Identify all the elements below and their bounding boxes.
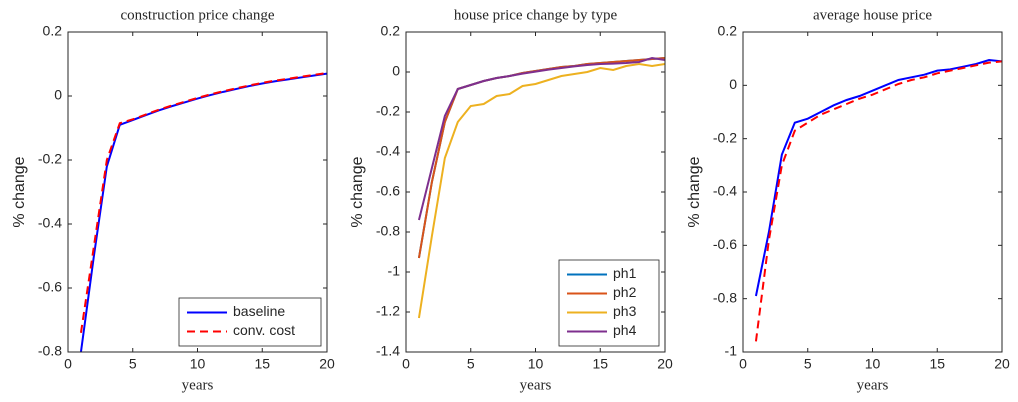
panel: 0 5 10 15 20 -1 -0.8 -0.6 -0.4 -0.2 0 0.2 average ho… [686,7,1010,393]
y-tick-label: -0.2 [376,103,400,119]
x-tick-label: 5 [129,356,137,372]
y-axis-label: % change [349,156,366,227]
y-tick-label: -0.4 [713,183,737,199]
x-tick-label: 10 [528,356,544,372]
lines [417,56,665,319]
y-tick-label: 0.2 [718,23,738,39]
y-axis-label: % change [686,156,703,227]
chart-title: house price change by type [454,7,618,23]
x-tick-label: 15 [592,356,608,372]
y-tick-label: 0 [729,76,737,92]
axes-box [405,31,666,353]
y-tick-label: -1 [725,343,738,359]
legend-label: baseline [233,303,285,319]
y-tick-label: 0.2 [43,23,63,39]
y-tick-label: -1 [388,263,401,279]
x-tick-label: 0 [64,356,72,372]
lines [79,71,327,352]
y-tick-label: -1.2 [376,303,400,319]
panel: 0 5 10 15 20 -1.4 -1.2 -1 -0.8 -0.6 -0.4 -0.2 0 0.2 ho… [349,7,673,393]
y-tick-label: 0 [54,87,62,103]
x-tick-label: 20 [657,356,673,372]
y-tick-label: -0.2 [38,151,62,167]
legend-label: ph4 [613,322,637,338]
x-tick-label: 5 [804,356,812,372]
x-axis-label: years [857,377,889,393]
legend-label: ph1 [613,265,637,281]
panel: 0 5 10 15 20 -0.8 -0.6 -0.4 -0.2 0 0.2 construction… [11,7,335,393]
series-line [417,56,665,221]
x-axis-label: years [182,377,214,393]
x-tick-label: 15 [929,356,945,372]
y-tick-label: -0.4 [38,215,62,231]
x-tick-label: 15 [254,356,270,372]
y-tick-label: -0.8 [38,343,62,359]
chart-title: construction price change [120,7,274,23]
y-tick-label: -0.6 [713,236,737,252]
legend-label: ph2 [613,284,637,300]
y-tick-label: 0.2 [381,23,401,39]
series-line [417,62,665,319]
series-line [79,71,327,333]
x-axis-label: years [520,377,552,393]
x-tick-label: 0 [402,356,410,372]
y-tick-label: -0.6 [376,183,400,199]
legend-box [178,297,322,347]
x-tick-label: 5 [467,356,475,372]
y-tick-label: -0.6 [38,279,62,295]
series-line [754,60,1002,342]
y-tick-label: -0.8 [376,223,400,239]
axes-box [67,31,328,353]
y-tick-label: -0.2 [713,129,737,145]
x-tick-label: 20 [319,356,335,372]
legend-box [558,259,660,347]
y-tick-label: -0.8 [713,289,737,305]
x-tick-label: 10 [190,356,206,372]
legend-label: conv. cost [233,322,295,338]
y-axis-label: % change [11,156,28,227]
chart-title: average house price [813,7,932,23]
y-tick-label: 0 [392,63,400,79]
lines [754,58,1002,342]
x-tick-label: 0 [739,356,747,372]
x-tick-label: 20 [994,356,1010,372]
legend-label: ph3 [613,303,637,319]
series-line [754,58,1002,297]
y-tick-label: -0.4 [376,143,400,159]
plot-area [743,32,1002,352]
axes-box [742,31,1003,353]
x-tick-label: 10 [865,356,881,372]
y-tick-label: -1.4 [376,343,400,359]
